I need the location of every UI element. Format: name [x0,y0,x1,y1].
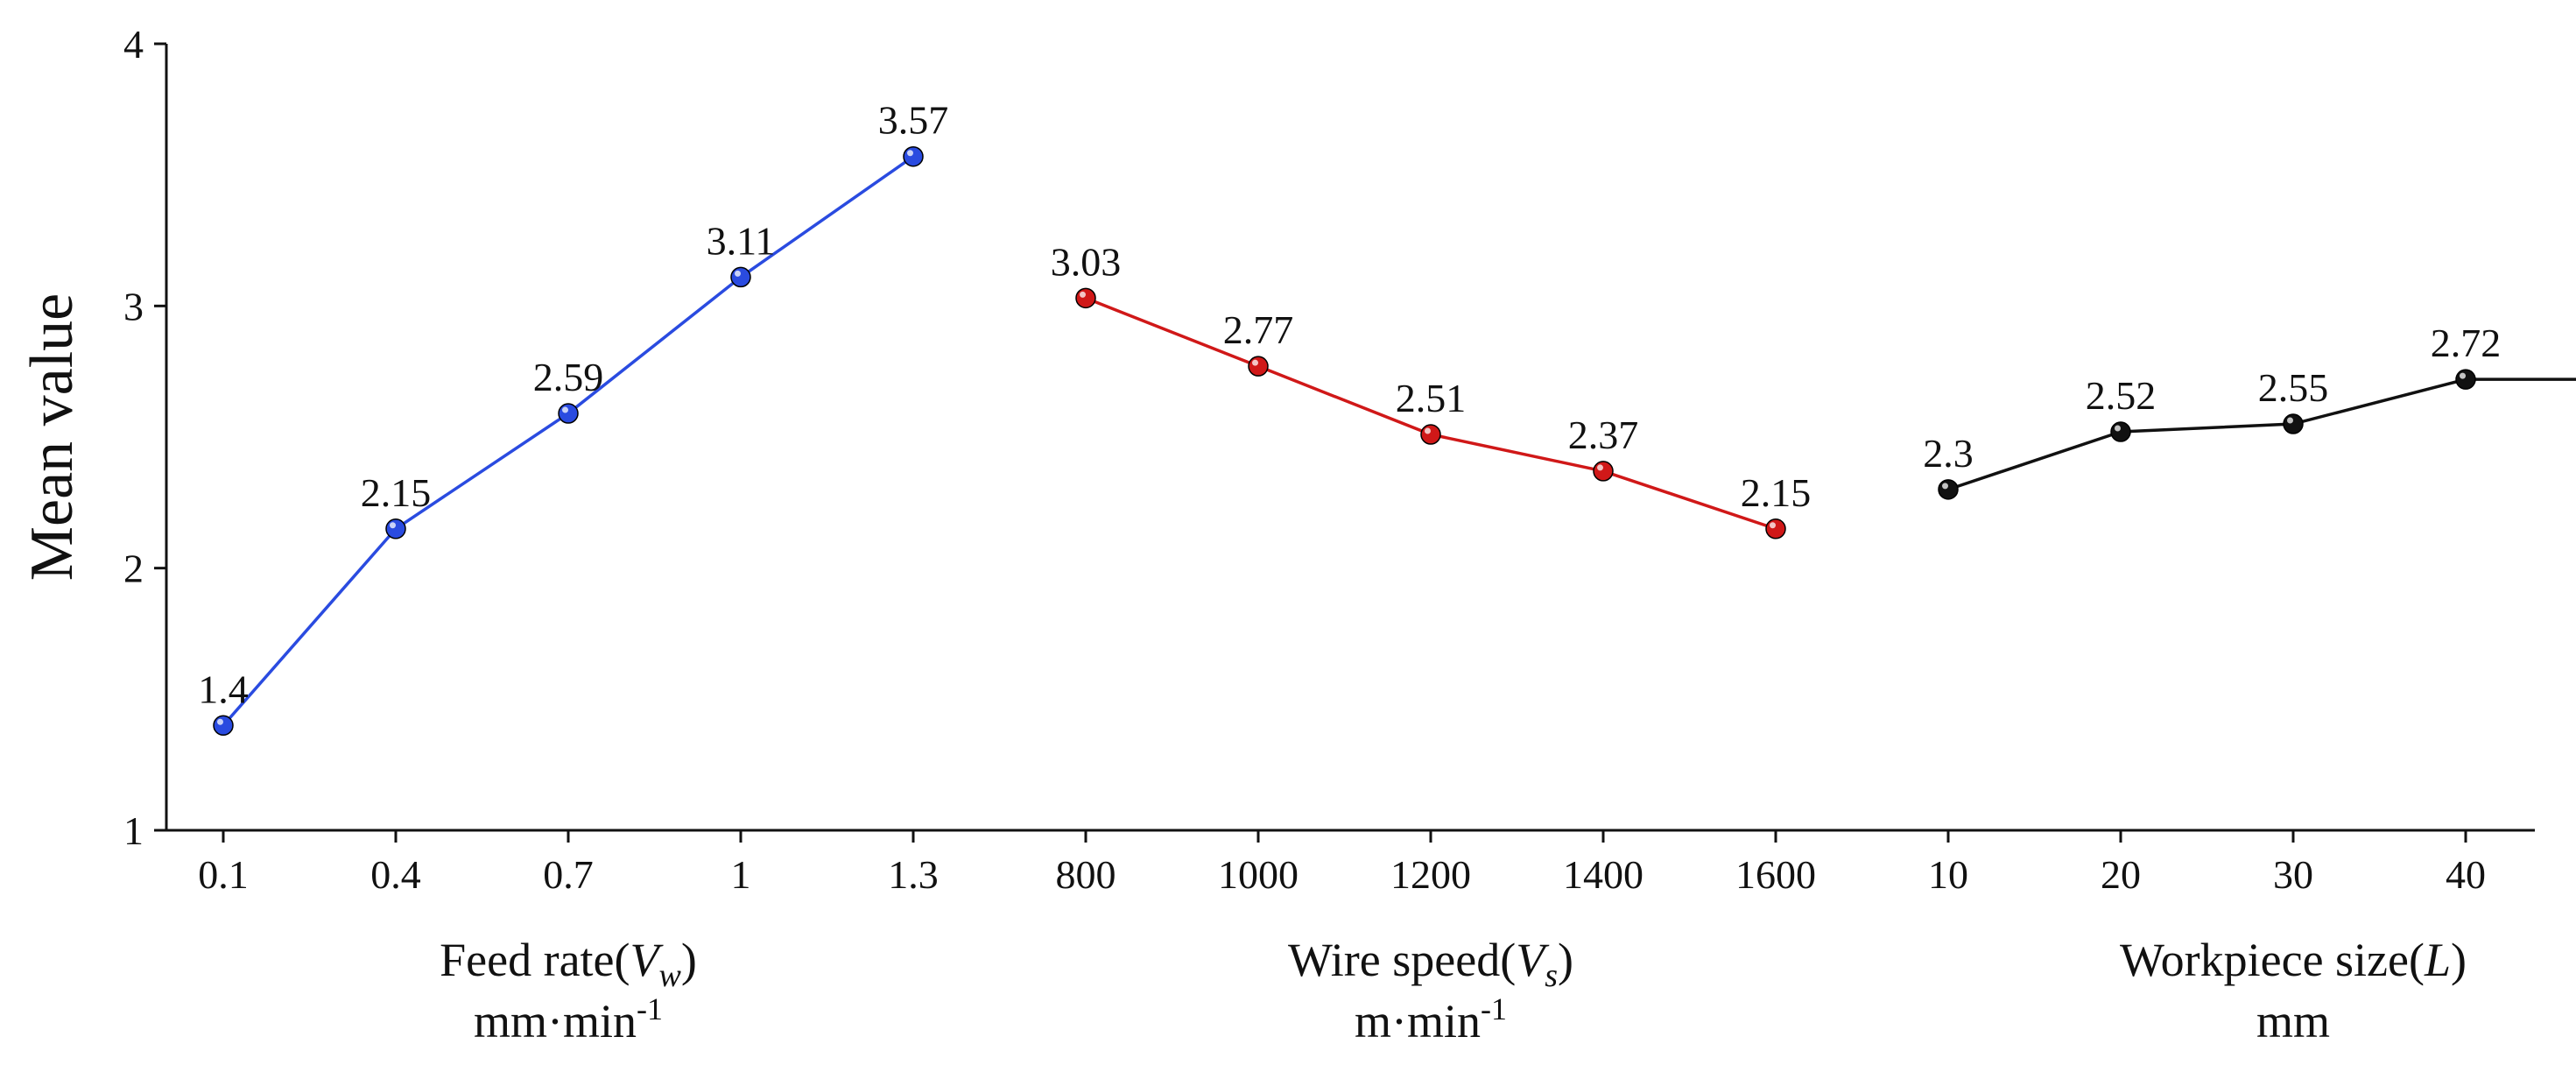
series-layer [213,145,2576,737]
data-label-feed-rate: 3.11 [707,218,776,263]
data-label-wire-speed: 2.15 [1741,470,1812,515]
axes: 1 2 3 4 Mean value 0.1 0.4 0.7 1 1.3 Feed rate(Vw)… [18,22,2535,1047]
data-point-feed-rate [903,145,924,167]
data-point-highlight [2287,417,2293,424]
data-point-highlight [1597,464,1603,471]
group-unit-wire-speed: m·min-1 [1355,991,1507,1047]
data-label-workpiece-size: 2.55 [2258,365,2329,410]
x-tick-label-feed-rate: 0.7 [543,852,594,897]
data-point-highlight [1252,359,1258,366]
x-tick-label-workpiece-size: 30 [2273,852,2313,897]
data-label-wire-speed: 2.37 [1568,413,1639,457]
data-point-wire-speed [1075,287,1096,309]
data-label-feed-rate: 1.4 [198,667,249,711]
data-point-highlight [1425,427,1431,434]
group-unit-feed-rate: mm·min-1 [474,991,663,1047]
y-tick-label: 2 [123,547,144,591]
data-point-wire-speed [1765,518,1786,540]
x-tick-label-wire-speed: 800 [1056,852,1116,897]
x-tick-label-feed-rate: 1 [731,852,751,897]
data-label-wire-speed: 2.51 [1396,376,1467,420]
data-point-feed-rate [730,266,751,288]
data-label-workpiece-size: 2.52 [2086,373,2157,418]
x-tick-label-workpiece-size: 10 [1928,852,1968,897]
data-point-highlight [2115,425,2121,432]
data-point-workpiece-size [2110,421,2131,442]
data-label-workpiece-size: 2.3 [1923,431,1974,476]
data-point-workpiece-size [2455,369,2476,390]
data-point-wire-speed [1420,424,1441,445]
data-point-highlight [217,718,223,725]
data-label-feed-rate: 3.57 [878,98,949,143]
x-tick-label-workpiece-size: 20 [2101,852,2141,897]
x-tick-label-wire-speed: 1200 [1390,852,1471,897]
x-tick-label-wire-speed: 1600 [1735,852,1816,897]
data-point-highlight [907,150,913,157]
data-point-highlight [1080,291,1086,298]
data-label-wire-speed: 3.03 [1051,239,1122,284]
data-point-workpiece-size [2283,413,2304,434]
data-label-wire-speed: 2.77 [1223,307,1294,352]
data-point-workpiece-size [1938,479,1959,500]
series-line-feed-rate [222,155,915,727]
data-label-feed-rate: 2.59 [533,355,604,399]
x-tick-label-wire-speed: 1400 [1563,852,1643,897]
data-point-feed-rate [385,518,406,540]
x-tick-label-wire-speed: 1000 [1218,852,1299,897]
data-point-wire-speed [1593,461,1614,482]
data-point-highlight [1770,522,1776,529]
x-tick-label-feed-rate: 0.4 [370,852,421,897]
data-label-feed-rate: 2.15 [361,470,432,515]
group-unit-workpiece-size: mm [2256,995,2330,1047]
y-tick-label: 4 [123,22,144,67]
group-title-wire-speed: Wire speed(Vs) [1288,934,1573,994]
data-point-feed-rate [213,715,234,737]
data-point-highlight [1942,483,1948,490]
data-label-workpiece-size: 2.72 [2431,321,2502,365]
y-axis-title: Mean value [18,293,86,581]
y-tick-label: 3 [123,284,144,328]
group-title-feed-rate: Feed rate(Vw) [440,934,697,994]
x-tick-label-workpiece-size: 40 [2446,852,2486,897]
x-tick-label-feed-rate: 0.1 [198,852,249,897]
data-point-highlight [735,270,741,277]
data-point-wire-speed [1248,356,1269,377]
y-tick-label: 1 [123,808,144,853]
data-point-feed-rate [558,403,579,424]
labels-layer: 1.4 2.15 2.59 3.11 3.57 3.03 2.77 2.51 2.37 2.15 2… [198,98,2502,712]
data-point-highlight [2460,372,2466,379]
group-title-workpiece-size: Workpiece size(L) [2120,934,2467,986]
x-tick-label-feed-rate: 1.3 [888,852,939,897]
data-point-highlight [390,522,396,529]
data-point-highlight [562,406,568,413]
